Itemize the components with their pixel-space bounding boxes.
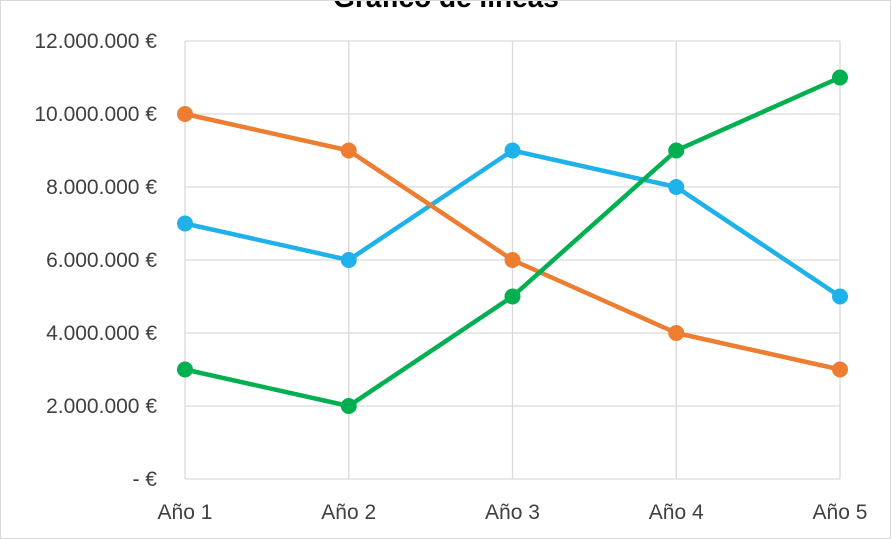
data-point: [504, 142, 521, 159]
data-point: [340, 398, 357, 414]
data-point: [668, 179, 685, 195]
x-tick-label: Año 2: [321, 501, 376, 524]
data-point: [340, 142, 357, 159]
grid-lines: [184, 40, 841, 480]
y-tick-label: 8.000.000 €: [46, 176, 157, 199]
y-tick-label: 4.000.000 €: [46, 322, 157, 345]
y-axis-tick-labels: - € 2.000.000 € 4.000.000 € 6.000.000 € 8.00…: [34, 30, 157, 491]
x-axis-tick-labels: Año 1 Año 2 Año 3 Año 4 Año 5: [158, 501, 868, 524]
series-1: [177, 142, 848, 305]
y-tick-label: 12.000.000 €: [34, 30, 157, 53]
data-point: [504, 252, 521, 268]
x-tick-label: Año 3: [485, 501, 540, 524]
y-tick-label: 2.000.000 €: [46, 395, 157, 418]
data-point: [832, 361, 848, 378]
y-tick-label: 10.000.000 €: [34, 103, 157, 126]
data-point: [177, 361, 193, 378]
y-tick-label: 6.000.000 €: [46, 249, 157, 272]
x-tick-label: Año 4: [649, 501, 704, 524]
series-lines: [177, 69, 848, 414]
series-2: [177, 106, 848, 378]
x-tick-label: Año 1: [158, 501, 213, 524]
x-tick-label: Año 5: [813, 501, 868, 524]
data-point: [504, 288, 521, 305]
data-point: [177, 106, 193, 122]
data-point: [340, 252, 357, 268]
data-point: [177, 215, 193, 232]
data-point: [832, 288, 848, 305]
data-point: [668, 325, 685, 341]
chart-title: Gráfico de líneas: [333, 1, 559, 13]
data-point: [832, 69, 848, 86]
data-point: [668, 142, 685, 159]
series-3: [177, 69, 848, 414]
y-tick-label: - €: [132, 468, 157, 491]
